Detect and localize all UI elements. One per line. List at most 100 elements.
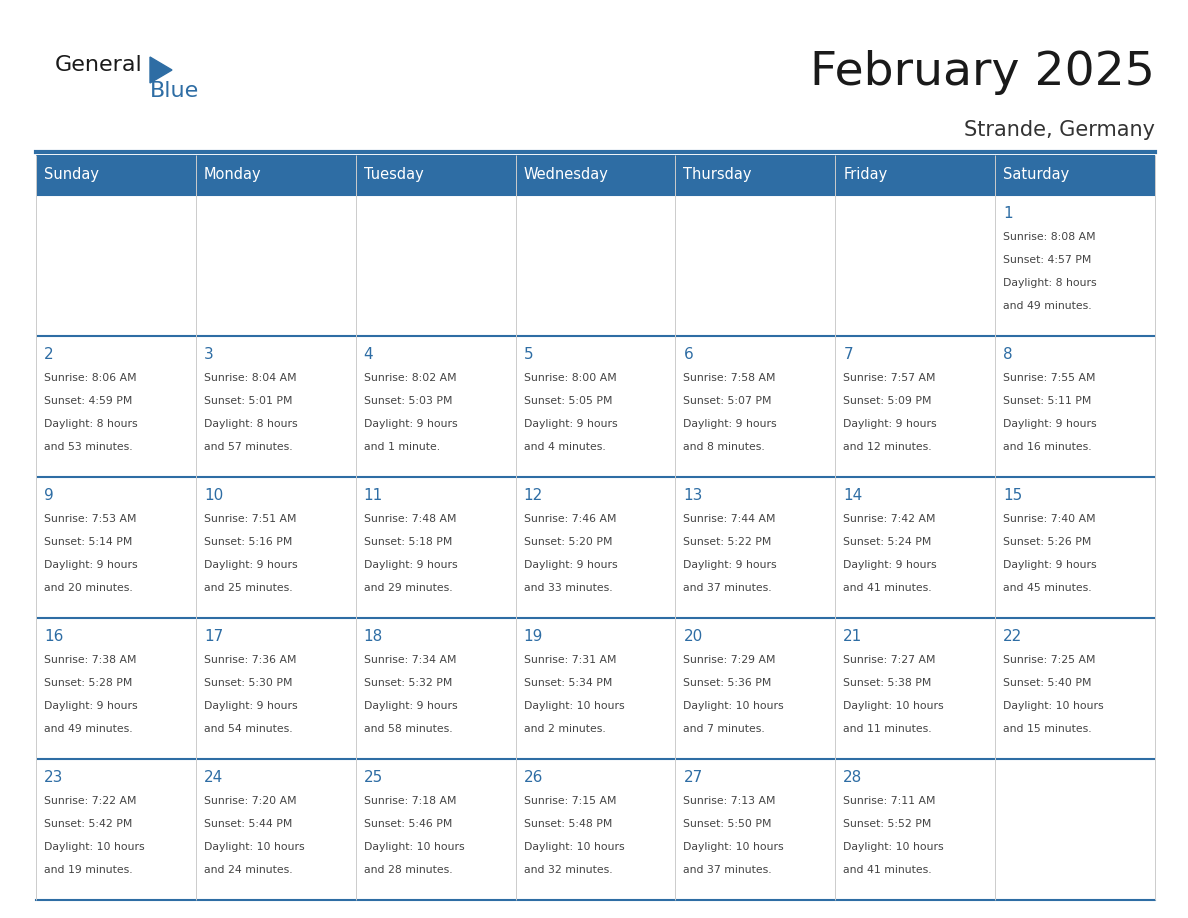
Text: 19: 19 [524, 629, 543, 644]
Text: Sunset: 5:50 PM: Sunset: 5:50 PM [683, 819, 772, 829]
Text: Daylight: 9 hours: Daylight: 9 hours [843, 560, 937, 570]
Text: and 12 minutes.: and 12 minutes. [843, 442, 931, 452]
Text: 6: 6 [683, 347, 693, 363]
Text: Sunset: 5:05 PM: Sunset: 5:05 PM [524, 396, 612, 406]
Text: Sunrise: 7:55 AM: Sunrise: 7:55 AM [1003, 373, 1095, 383]
Text: Daylight: 10 hours: Daylight: 10 hours [524, 700, 624, 711]
Text: and 53 minutes.: and 53 minutes. [44, 442, 133, 452]
Text: Sunset: 5:01 PM: Sunset: 5:01 PM [204, 396, 292, 406]
Text: Daylight: 10 hours: Daylight: 10 hours [843, 700, 944, 711]
Text: Wednesday: Wednesday [524, 167, 608, 183]
Text: Sunrise: 7:15 AM: Sunrise: 7:15 AM [524, 796, 617, 806]
Bar [516, 155, 676, 195]
Text: 18: 18 [364, 629, 383, 644]
Text: 1: 1 [1003, 207, 1012, 221]
Text: and 45 minutes.: and 45 minutes. [1003, 583, 1092, 593]
Text: and 25 minutes.: and 25 minutes. [204, 583, 292, 593]
Text: and 49 minutes.: and 49 minutes. [1003, 300, 1092, 310]
Text: Sunset: 5:30 PM: Sunset: 5:30 PM [204, 677, 292, 688]
Text: Sunset: 5:24 PM: Sunset: 5:24 PM [843, 537, 931, 546]
Bar [36, 336, 1155, 477]
Text: Daylight: 10 hours: Daylight: 10 hours [843, 842, 944, 852]
Text: and 11 minutes.: and 11 minutes. [843, 723, 931, 733]
Text: Daylight: 8 hours: Daylight: 8 hours [44, 419, 138, 429]
Text: Sunset: 5:26 PM: Sunset: 5:26 PM [1003, 537, 1092, 546]
Text: Daylight: 10 hours: Daylight: 10 hours [364, 842, 465, 852]
Text: 20: 20 [683, 629, 702, 644]
Text: Sunset: 5:34 PM: Sunset: 5:34 PM [524, 677, 612, 688]
Text: and 57 minutes.: and 57 minutes. [204, 442, 292, 452]
Text: Sunrise: 7:53 AM: Sunrise: 7:53 AM [44, 514, 137, 523]
Text: 5: 5 [524, 347, 533, 363]
Text: Sunset: 5:16 PM: Sunset: 5:16 PM [204, 537, 292, 546]
Text: and 37 minutes.: and 37 minutes. [683, 583, 772, 593]
Text: and 24 minutes.: and 24 minutes. [204, 865, 292, 875]
Bar [36, 155, 196, 195]
Text: 24: 24 [204, 770, 223, 785]
Text: and 1 minute.: and 1 minute. [364, 442, 440, 452]
Text: Sunset: 5:38 PM: Sunset: 5:38 PM [843, 677, 931, 688]
Text: Sunrise: 7:38 AM: Sunrise: 7:38 AM [44, 655, 137, 665]
Text: and 7 minutes.: and 7 minutes. [683, 723, 765, 733]
Text: and 28 minutes.: and 28 minutes. [364, 865, 453, 875]
Text: 3: 3 [204, 347, 214, 363]
Bar [835, 155, 996, 195]
Text: Sunrise: 7:44 AM: Sunrise: 7:44 AM [683, 514, 776, 523]
Text: Daylight: 9 hours: Daylight: 9 hours [364, 560, 457, 570]
Text: 11: 11 [364, 488, 383, 503]
Text: 21: 21 [843, 629, 862, 644]
Text: Blue: Blue [150, 81, 200, 101]
Text: 15: 15 [1003, 488, 1023, 503]
Text: Sunrise: 7:46 AM: Sunrise: 7:46 AM [524, 514, 617, 523]
Text: and 29 minutes.: and 29 minutes. [364, 583, 453, 593]
Text: Sunrise: 7:22 AM: Sunrise: 7:22 AM [44, 796, 137, 806]
Text: 25: 25 [364, 770, 383, 785]
Text: Strande, Germany: Strande, Germany [963, 120, 1155, 140]
Text: Sunset: 5:20 PM: Sunset: 5:20 PM [524, 537, 612, 546]
Text: 17: 17 [204, 629, 223, 644]
Text: Sunrise: 7:25 AM: Sunrise: 7:25 AM [1003, 655, 1095, 665]
Text: Sunset: 5:03 PM: Sunset: 5:03 PM [364, 396, 453, 406]
Text: Sunrise: 7:58 AM: Sunrise: 7:58 AM [683, 373, 776, 383]
Text: Sunset: 5:32 PM: Sunset: 5:32 PM [364, 677, 453, 688]
Text: Daylight: 10 hours: Daylight: 10 hours [204, 842, 304, 852]
Text: Sunset: 5:36 PM: Sunset: 5:36 PM [683, 677, 772, 688]
Text: Daylight: 9 hours: Daylight: 9 hours [524, 419, 618, 429]
Text: and 16 minutes.: and 16 minutes. [1003, 442, 1092, 452]
Text: Sunrise: 8:02 AM: Sunrise: 8:02 AM [364, 373, 456, 383]
Text: Thursday: Thursday [683, 167, 752, 183]
Text: Daylight: 9 hours: Daylight: 9 hours [364, 700, 457, 711]
Text: Sunset: 5:11 PM: Sunset: 5:11 PM [1003, 396, 1092, 406]
Text: Sunrise: 7:51 AM: Sunrise: 7:51 AM [204, 514, 296, 523]
Text: Friday: Friday [843, 167, 887, 183]
Text: Daylight: 9 hours: Daylight: 9 hours [683, 560, 777, 570]
Text: Sunset: 5:22 PM: Sunset: 5:22 PM [683, 537, 772, 546]
Text: Daylight: 8 hours: Daylight: 8 hours [1003, 277, 1097, 287]
Text: 26: 26 [524, 770, 543, 785]
Text: 4: 4 [364, 347, 373, 363]
Text: Daylight: 9 hours: Daylight: 9 hours [204, 560, 297, 570]
Text: and 8 minutes.: and 8 minutes. [683, 442, 765, 452]
Text: Sunrise: 8:00 AM: Sunrise: 8:00 AM [524, 373, 617, 383]
Text: Sunrise: 7:34 AM: Sunrise: 7:34 AM [364, 655, 456, 665]
Text: 2: 2 [44, 347, 53, 363]
Text: Sunrise: 7:13 AM: Sunrise: 7:13 AM [683, 796, 776, 806]
Text: Daylight: 10 hours: Daylight: 10 hours [683, 842, 784, 852]
Text: Sunrise: 7:31 AM: Sunrise: 7:31 AM [524, 655, 617, 665]
Text: Sunset: 5:18 PM: Sunset: 5:18 PM [364, 537, 453, 546]
Text: Sunrise: 8:04 AM: Sunrise: 8:04 AM [204, 373, 297, 383]
Text: Monday: Monday [204, 167, 261, 183]
Text: and 41 minutes.: and 41 minutes. [843, 865, 931, 875]
Text: 22: 22 [1003, 629, 1023, 644]
Bar [355, 155, 516, 195]
Text: and 4 minutes.: and 4 minutes. [524, 442, 606, 452]
Text: Sunset: 5:40 PM: Sunset: 5:40 PM [1003, 677, 1092, 688]
Text: Daylight: 9 hours: Daylight: 9 hours [683, 419, 777, 429]
Bar [196, 155, 355, 195]
Text: and 32 minutes.: and 32 minutes. [524, 865, 612, 875]
Text: Daylight: 9 hours: Daylight: 9 hours [843, 419, 937, 429]
Text: Sunrise: 7:27 AM: Sunrise: 7:27 AM [843, 655, 936, 665]
Text: 14: 14 [843, 488, 862, 503]
Text: Sunrise: 7:18 AM: Sunrise: 7:18 AM [364, 796, 456, 806]
Text: 7: 7 [843, 347, 853, 363]
